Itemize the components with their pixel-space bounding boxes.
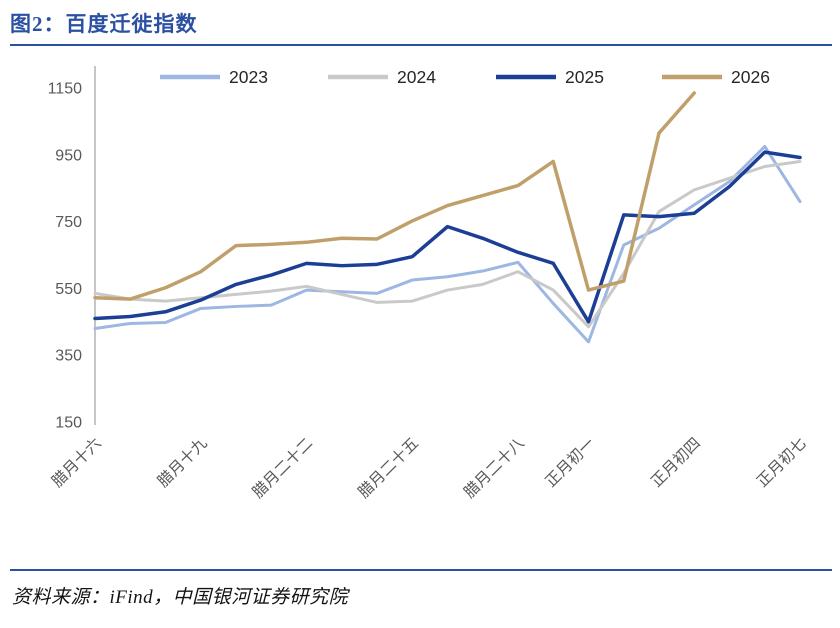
- series-line-2025: [93, 150, 802, 324]
- migration-index-chart: 150 350 550 750 950 1150 腊月十六 腊月十九 腊月二十二 腊月二十五 腊月二…: [48, 66, 810, 502]
- legend-label-2026: 2026: [731, 67, 770, 87]
- legend-label-2023: 2023: [229, 67, 268, 87]
- y-tick-label: 950: [55, 147, 82, 164]
- legend-label-2024: 2024: [397, 67, 436, 87]
- series-line-2026: [93, 91, 696, 301]
- x-tick-label: 正月初四: [647, 434, 704, 491]
- x-tick-label: 腊月二十八: [460, 434, 528, 502]
- x-tick-label: 腊月十九: [154, 434, 211, 491]
- series-line-2023: [93, 144, 802, 344]
- source-note: 资料来源：iFind，中国银河证券研究院: [12, 587, 349, 608]
- x-tick-label: 正月初一: [542, 434, 599, 491]
- y-tick-label: 350: [55, 348, 82, 365]
- y-tick-label: 550: [55, 281, 82, 298]
- chart-canvas: 150 350 550 750 950 1150 腊月十六 腊月十九 腊月二十二 腊月二十五 腊月二…: [48, 66, 810, 502]
- y-tick-label: 150: [55, 415, 82, 432]
- x-tick-label: 正月初七: [753, 434, 810, 491]
- title-divider: [10, 44, 832, 46]
- y-tick-label: 750: [55, 214, 82, 231]
- series-line-2024: [93, 159, 802, 329]
- footer-divider: [10, 569, 832, 571]
- y-tick-label: 1150: [48, 81, 83, 98]
- x-tick-label: 腊月二十二: [249, 434, 317, 502]
- legend-label-2025: 2025: [565, 67, 604, 87]
- figure-title: 图2：百度迁徙指数: [10, 12, 198, 36]
- x-tick-label: 腊月二十五: [355, 434, 423, 502]
- x-tick-label: 腊月十六: [48, 434, 105, 491]
